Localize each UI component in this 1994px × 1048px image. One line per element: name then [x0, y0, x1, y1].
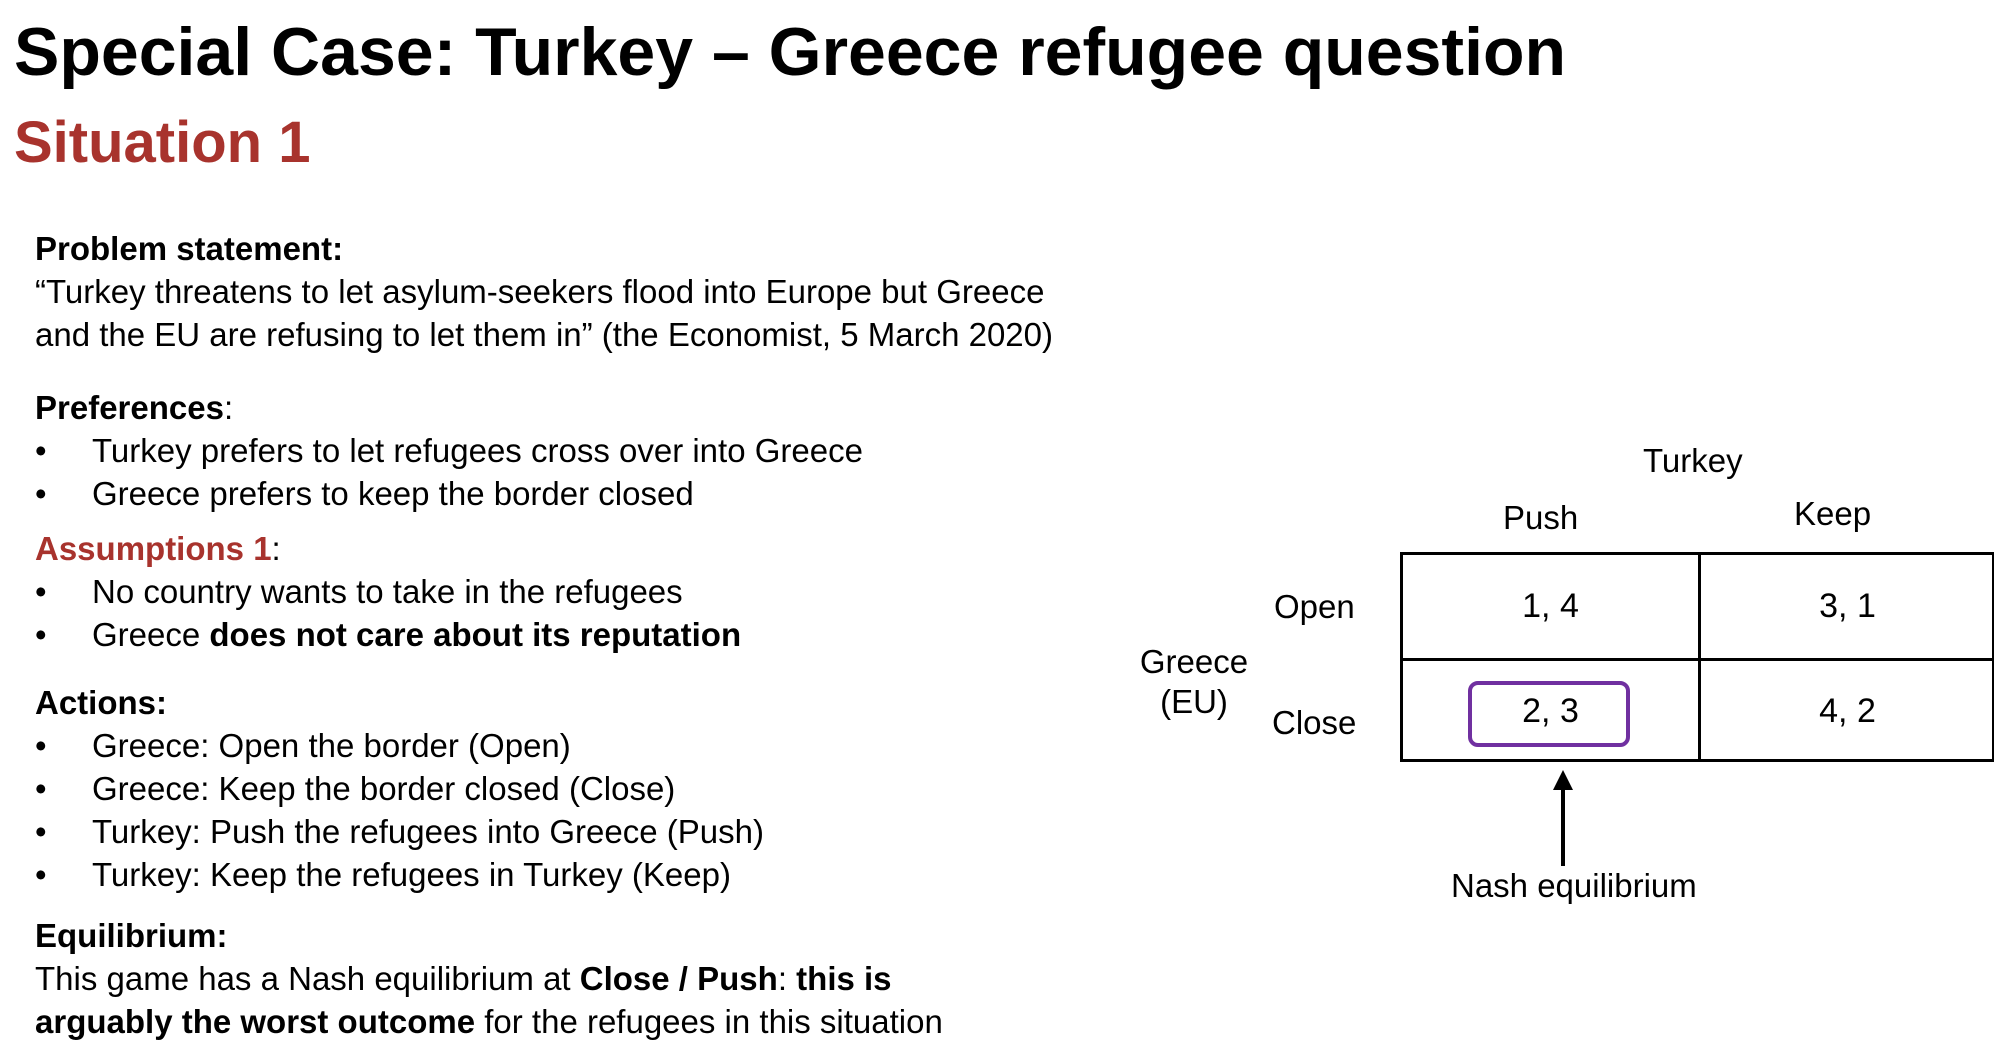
problem-section: Problem statement: “Turkey threatens to … — [35, 227, 1053, 356]
preferences-heading: Preferences — [35, 389, 224, 426]
assumption-item-bold: does not care about its reputation — [209, 616, 742, 653]
list-item: • Turkey: Push the refugees into Greece (… — [35, 810, 764, 853]
list-item: • No country wants to take in the refugee… — [35, 570, 741, 613]
cell-open-keep: 3, 1 — [1819, 587, 1876, 625]
equilibrium-section: Equilibrium: This game has a Nash equili… — [35, 914, 943, 1043]
equilibrium-bold: Close / Push — [579, 960, 778, 997]
bullet: • — [35, 813, 47, 850]
bullet: • — [35, 856, 47, 893]
nash-equilibrium-highlight — [1468, 681, 1630, 747]
problem-heading: Problem statement: — [35, 230, 344, 267]
column-label-push: Push — [1503, 499, 1579, 536]
assumptions-colon: : — [271, 530, 281, 567]
grid-divider-horizontal — [1403, 658, 1992, 661]
arrow-shaft — [1561, 784, 1565, 866]
equilibrium-text: This game has a Nash equilibrium at — [35, 960, 580, 997]
bullet: • — [35, 573, 47, 610]
preference-item-text: Greece prefers to keep the border closed — [92, 475, 694, 512]
actions-list: • Greece: Open the border (Open) • Greece:… — [35, 724, 764, 896]
equilibrium-bold: this is — [796, 960, 892, 997]
action-item-text: Greece: Keep the border closed (Close) — [92, 770, 676, 807]
equilibrium-text: : — [777, 960, 797, 997]
equilibrium-heading: Equilibrium: — [35, 917, 228, 954]
preferences-heading-row: Preferences: — [35, 386, 863, 429]
cell-close-push: 2, 3 — [1522, 692, 1579, 730]
slide-title: Special Case: Turkey – Greece refugee qu… — [14, 14, 1567, 90]
bullet: • — [35, 475, 47, 512]
action-item-text: Turkey: Keep the refugees in Turkey (Kee… — [92, 856, 731, 893]
row-player-subname: (EU) — [1160, 683, 1228, 720]
preferences-list: • Turkey prefers to let refugees cross ov… — [35, 429, 863, 515]
problem-line-2: and the EU are refusing to let them in” … — [35, 316, 1054, 353]
equilibrium-text: for the refugees in this situation — [475, 1003, 943, 1040]
row-player-label: Greece (EU) — [1136, 642, 1252, 722]
preference-item-text: Turkey prefers to let refugees cross ove… — [92, 432, 863, 469]
equilibrium-bold: arguably the worst outcome — [35, 1003, 476, 1040]
grid-divider-vertical — [1698, 555, 1701, 759]
bullet: • — [35, 616, 47, 653]
actions-heading: Actions: — [35, 684, 167, 721]
equilibrium-line-1: This game has a Nash equilibrium at Clos… — [35, 957, 943, 1000]
actions-section: Actions: • Greece: Open the border (Open)… — [35, 681, 764, 896]
bullet: • — [35, 432, 47, 469]
slide-subtitle: Situation 1 — [14, 110, 311, 175]
list-item: • Greece: Keep the border closed (Close) — [35, 767, 764, 810]
arrow-up-icon — [1553, 770, 1573, 790]
row-player-name: Greece — [1139, 643, 1249, 680]
assumption-item-text: No country wants to take in the refugees — [92, 573, 683, 610]
bullet: • — [35, 727, 47, 764]
column-label-keep: Keep — [1794, 495, 1872, 532]
cell-open-push: 1, 4 — [1522, 587, 1579, 625]
nash-equilibrium-label: Nash equilibrium — [1451, 867, 1697, 904]
list-item: • Turkey: Keep the refugees in Turkey (Ke… — [35, 853, 764, 896]
list-item: • Greece prefers to keep the border close… — [35, 472, 863, 515]
list-item: • Turkey prefers to let refugees cross ov… — [35, 429, 863, 472]
list-item: • Greece: Open the border (Open) — [35, 724, 764, 767]
assumptions-heading: Assumptions 1 — [35, 530, 272, 567]
problem-line-1: “Turkey threatens to let asylum-seekers … — [35, 273, 1045, 310]
equilibrium-line-2: arguably the worst outcome for the refug… — [35, 1000, 943, 1043]
row-label-open: Open — [1274, 588, 1355, 625]
list-item: • Greece does not care about its reputati… — [35, 613, 741, 656]
cell-close-keep: 4, 2 — [1819, 692, 1876, 730]
assumptions-section: Assumptions 1: • No country wants to take… — [35, 527, 741, 656]
action-item-text: Greece: Open the border (Open) — [92, 727, 571, 764]
row-label-close: Close — [1272, 704, 1357, 741]
preferences-section: Preferences: • Turkey prefers to let refu… — [35, 386, 863, 515]
payoff-matrix: 1, 4 3, 1 2, 3 4, 2 — [1400, 552, 1994, 762]
bullet: • — [35, 770, 47, 807]
assumption-item-text: Greece — [92, 616, 210, 653]
action-item-text: Turkey: Push the refugees into Greece (P… — [92, 813, 764, 850]
preferences-colon: : — [223, 389, 234, 426]
assumptions-list: • No country wants to take in the refugee… — [35, 570, 741, 656]
column-player-label: Turkey — [1643, 442, 1743, 479]
assumptions-heading-row: Assumptions 1: — [35, 527, 741, 570]
